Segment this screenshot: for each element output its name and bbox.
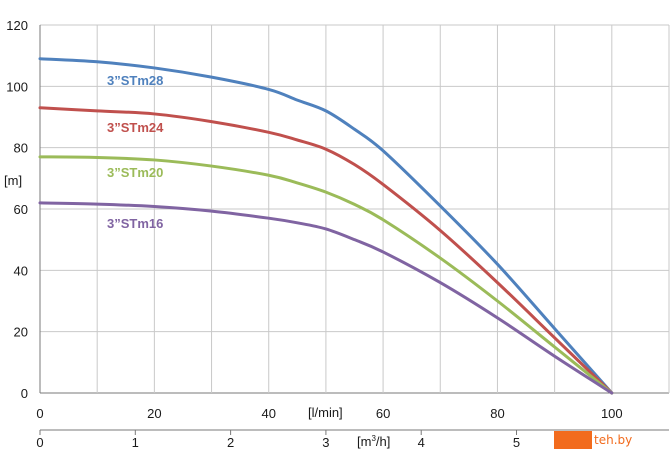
x2-label-tail: /h]	[376, 434, 390, 449]
x-tick-label-lmin: 20	[147, 406, 161, 421]
x2-tick-label-m3h: 0	[36, 435, 43, 450]
series-label-stm24: 3”STm24	[107, 120, 164, 135]
series-label-stm20: 3”STm20	[107, 165, 163, 180]
watermark-logo-bar	[554, 431, 596, 449]
y-axis-label: [m]	[4, 173, 22, 188]
x-axis-label-lmin: [l/min]	[308, 405, 343, 420]
x-tick-label-lmin: 60	[376, 406, 390, 421]
series-line-stm28	[38, 57, 614, 395]
y-tick-label: 100	[6, 79, 28, 94]
x-tick-label-lmin: 0	[36, 406, 43, 421]
series-label-stm28: 3”STm28	[107, 73, 163, 88]
x2-tick-label-m3h: 3	[322, 435, 329, 450]
x-tick-label-lmin: 100	[601, 406, 623, 421]
x2-label-base: [m	[357, 434, 371, 449]
label-layer: 0 20 40 60 80 100 120 0 20 40 60 80 100 0 1 2 3 4 5 3”STm28…	[6, 18, 622, 450]
curve-layer	[38, 57, 614, 395]
y-tick-label: 60	[14, 202, 28, 217]
y-tick-label: 120	[6, 18, 28, 33]
x-tick-label-lmin: 40	[261, 406, 275, 421]
series-line-stm20	[38, 155, 614, 395]
y-tick-label: 20	[14, 325, 28, 340]
y-tick-label: 80	[14, 141, 28, 156]
x-axis-label-m3h: [m3/h]	[357, 434, 390, 449]
watermark-text: teh.by	[592, 431, 633, 449]
x2-tick-label-m3h: 1	[132, 435, 139, 450]
x-tick-label-lmin: 80	[490, 406, 504, 421]
teh-by-watermark: teh.by	[554, 431, 670, 449]
x2-tick-label-m3h: 4	[418, 435, 425, 450]
x2-label-sup: 3	[371, 434, 376, 443]
axis-layer	[39, 429, 669, 435]
series-line-stm16	[38, 201, 614, 395]
x2-tick-label-m3h: 2	[227, 435, 234, 450]
y-tick-label: 0	[21, 386, 28, 401]
x2-tick-label-m3h: 5	[513, 435, 520, 450]
grid-layer	[39, 24, 670, 394]
series-label-stm16: 3”STm16	[107, 216, 163, 231]
series-line-stm24	[38, 106, 614, 395]
y-tick-label: 40	[14, 263, 28, 278]
